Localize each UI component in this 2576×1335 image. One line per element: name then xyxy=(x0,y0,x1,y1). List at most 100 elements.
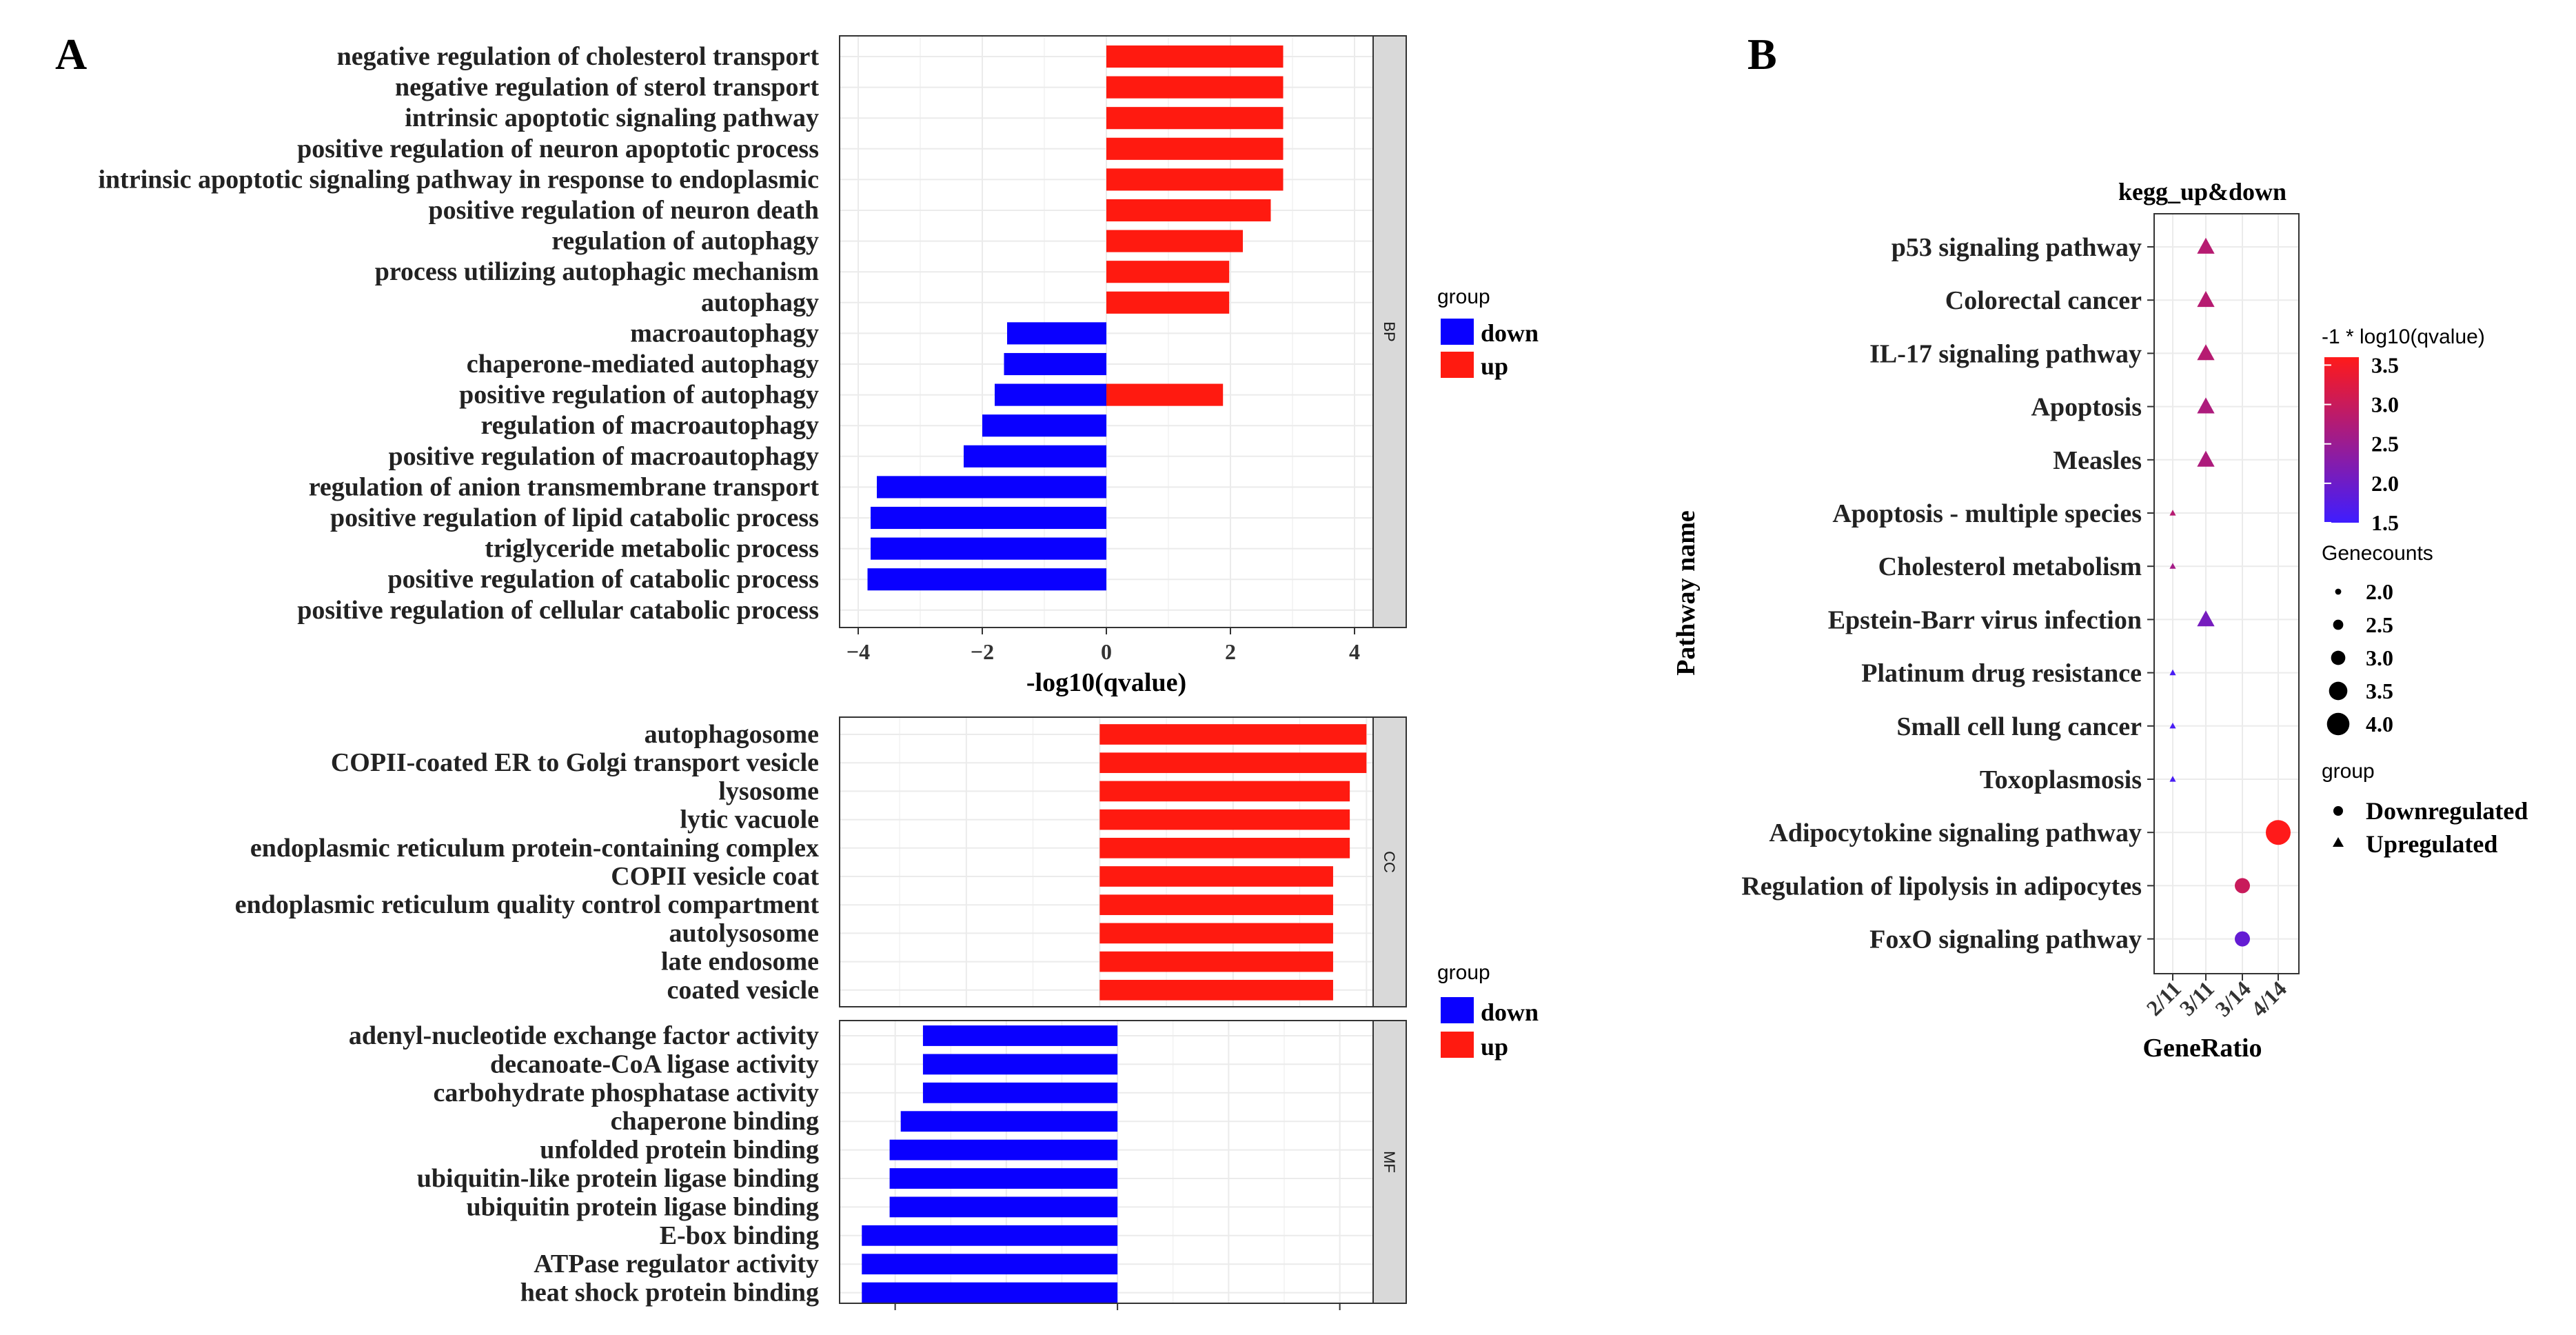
panel-a-label: A xyxy=(55,30,87,79)
facet-strip xyxy=(1372,35,1407,628)
legend-swatch-up xyxy=(1441,1032,1474,1058)
x-tick-label: −2 xyxy=(971,639,994,664)
dotplot-panel xyxy=(2154,214,2299,974)
category-label: coated vesicle xyxy=(667,976,819,1005)
bar-up xyxy=(1106,168,1284,191)
panel-a-legend-top: group down up xyxy=(1437,285,1539,380)
category-label: intrinsic apoptotic signaling pathway xyxy=(405,103,819,132)
size-legend-dot xyxy=(2333,619,2344,630)
legend-swatch-down xyxy=(1441,319,1474,345)
pathway-label: p53 signaling pathway xyxy=(1892,233,2142,262)
legend-swatch-down xyxy=(1441,997,1474,1023)
category-label: late endosome xyxy=(661,947,819,976)
category-label: unfolded protein binding xyxy=(540,1136,819,1165)
dot-upregulated xyxy=(2197,291,2215,308)
category-label: regulation of macroautophagy xyxy=(481,411,820,440)
category-label: COPII-coated ER to Golgi transport vesic… xyxy=(331,748,819,777)
dotplot-y-axis-title: Pathway name xyxy=(1672,510,1701,676)
color-legend-bar xyxy=(2324,357,2359,523)
pathway-label: Epstein-Barr virus infection xyxy=(1828,605,2142,634)
bar-up xyxy=(1099,752,1367,774)
pathway-label: Regulation of lipolysis in adipocytes xyxy=(1741,872,2142,901)
size-legend-label: 2.5 xyxy=(2366,612,2393,637)
legend-triangle-icon xyxy=(2333,837,2344,847)
color-legend-breaks: 3.5 3.0 2.5 2.0 1.5 xyxy=(2324,352,2399,535)
legend-swatch-up xyxy=(1441,352,1474,378)
facet-strip xyxy=(1372,1020,1407,1304)
legend-label-upregulated: Upregulated xyxy=(2366,830,2497,858)
bar-up xyxy=(1106,137,1284,160)
category-label: ATPase regulator activity xyxy=(534,1249,819,1278)
bar-down xyxy=(871,537,1106,560)
category-label: positive regulation of macroautophagy xyxy=(388,442,819,471)
size-legend-dot xyxy=(2331,650,2346,665)
dot-upregulated xyxy=(2169,723,2176,729)
bar-up xyxy=(1106,383,1224,406)
bar-down xyxy=(867,568,1106,591)
size-legend-label: 3.5 xyxy=(2366,679,2393,703)
color-legend-label: 3.5 xyxy=(2371,352,2399,377)
bar-up xyxy=(1099,837,1350,859)
bar-down xyxy=(995,383,1106,406)
pathway-label: Toxoplasmosis xyxy=(1980,765,2142,794)
bar-up xyxy=(1099,951,1333,972)
dotplot-title: kegg_up&down xyxy=(2118,178,2286,205)
bar-down xyxy=(862,1254,1118,1275)
x-tick-label: −4 xyxy=(846,639,870,664)
category-label: autolysosome xyxy=(669,919,819,947)
category-label: ubiquitin-like protein ligase binding xyxy=(417,1164,819,1193)
size-legend-dot xyxy=(2329,681,2348,701)
bar-down xyxy=(1007,322,1106,345)
bar-up xyxy=(1099,923,1333,944)
bar-up xyxy=(1106,107,1284,130)
panel-a-legend-bottom: group down up xyxy=(1437,961,1539,1061)
dot-upregulated xyxy=(2169,563,2176,569)
bar-down xyxy=(871,506,1106,530)
size-legend-label: 4.0 xyxy=(2366,712,2393,736)
pathway-label: Measles xyxy=(2053,446,2142,475)
panel-b-kegg-dotplot: kegg_up&down Pathway name GeneRatio p53 … xyxy=(1672,178,2300,1063)
pathway-label: Platinum drug resistance xyxy=(1861,659,2142,688)
dot-upregulated xyxy=(2169,510,2176,516)
bar-down xyxy=(900,1111,1118,1132)
bar-up xyxy=(1106,291,1230,314)
bar-down xyxy=(964,445,1106,468)
category-label: autophagy xyxy=(701,288,819,317)
bar-up xyxy=(1099,979,1333,1001)
category-label: endoplasmic reticulum protein-containing… xyxy=(250,834,819,863)
category-label: chaperone binding xyxy=(611,1107,819,1136)
dot-upregulated xyxy=(2197,344,2215,361)
category-label: positive regulation of neuron apoptotic … xyxy=(297,134,819,163)
bar-down xyxy=(889,1168,1118,1189)
dotplot-area: p53 signaling pathway Colorectal cancer IL… xyxy=(1741,213,2300,1021)
dot-upregulated xyxy=(2197,397,2215,414)
category-label: adenyl-nucleotide exchange factor activi… xyxy=(349,1021,819,1050)
bar-up xyxy=(1099,894,1333,916)
bar-down xyxy=(889,1196,1118,1218)
pathway-label: Small cell lung cancer xyxy=(1896,712,2142,741)
category-label: ubiquitin protein ligase binding xyxy=(467,1192,819,1221)
dot-upregulated xyxy=(2169,669,2176,676)
legend-circle-icon xyxy=(2333,806,2343,816)
category-label: positive regulation of cellular cataboli… xyxy=(297,596,819,625)
facet-strip-label: CC xyxy=(1381,851,1398,873)
legend-label-up: up xyxy=(1481,352,1508,380)
x-tick-label: 0 xyxy=(1101,639,1112,664)
size-legend-dot xyxy=(2326,712,2350,736)
color-legend-label: 2.0 xyxy=(2371,471,2399,496)
legend-label-downregulated: Downregulated xyxy=(2366,797,2528,825)
bar-up xyxy=(1106,261,1230,283)
category-label: endoplasmic reticulum quality control co… xyxy=(235,890,820,919)
bar-down xyxy=(862,1282,1118,1303)
category-label: negative regulation of sterol transport xyxy=(395,73,819,102)
bar-up xyxy=(1099,866,1333,887)
color-legend-label: 3.0 xyxy=(2371,392,2399,417)
category-label: intrinsic apoptotic signaling pathway in… xyxy=(98,165,819,194)
category-label: lysosome xyxy=(718,776,819,805)
category-label: autophagosome xyxy=(645,720,819,749)
dotplot-border xyxy=(2153,213,2300,974)
x-tick-label: 2 xyxy=(1225,639,1236,664)
category-label: regulation of anion transmembrane transp… xyxy=(309,472,820,501)
